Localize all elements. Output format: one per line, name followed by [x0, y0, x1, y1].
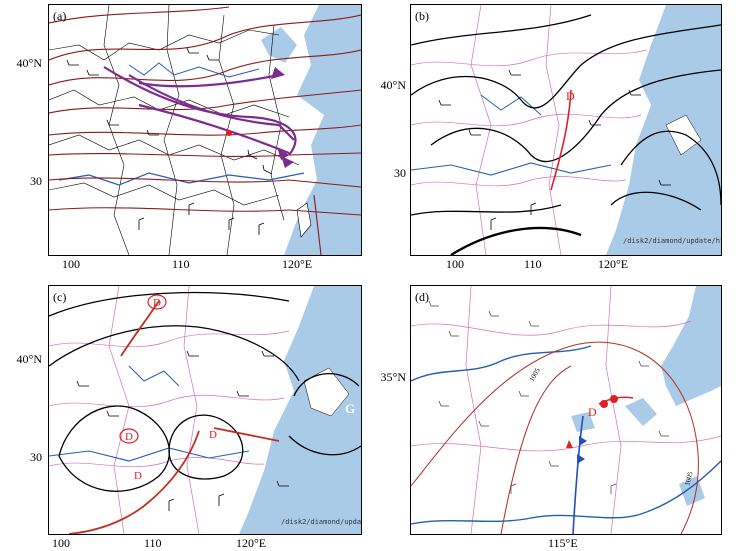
panel-b-symbol-g: G [679, 138, 689, 153]
panel-d-river-south [411, 460, 721, 525]
panel-d-cold-front-tooth-1 [579, 436, 587, 446]
panel-a-svg [49, 5, 361, 255]
panel-c-lon-110: 110 [144, 536, 162, 550]
panel-c-lon-120: 120°E [236, 536, 267, 550]
panel-d-borders [411, 286, 721, 534]
panel-a-lon-100: 100 [62, 257, 80, 271]
panel-d-svg: D 1005 1005 [411, 286, 721, 534]
panel-c-lon-100: 100 [52, 536, 70, 550]
panel-b-yellow-river [480, 94, 542, 116]
panel-a-label: (a) [53, 9, 67, 23]
panel-c-path-note: /disk2/diamond/update [281, 518, 362, 526]
panel-a-arrowhead-2 [281, 156, 294, 168]
panel-c-symbol-d-1: D [153, 297, 161, 309]
panel-a-map: (a) [48, 4, 362, 256]
panel-c-lat-30: 30 [30, 450, 42, 464]
panel-c-symbol-d-3: D [209, 429, 217, 441]
panel-d-label: (d) [415, 290, 429, 304]
panel-d-sea [661, 286, 721, 406]
panel-a-lat-30: 30 [30, 174, 42, 188]
panel-b-path-note: /disk2/diamond/update/hf [623, 237, 722, 245]
panel-a-lat-40: 40°N [16, 56, 42, 70]
panel-a-river [58, 172, 305, 186]
panel-b-lat-30: 30 [394, 166, 406, 180]
panel-c-map: D D D D G (c) /disk2/diamond/update [48, 285, 362, 535]
panel-b-svg: D G [411, 5, 721, 255]
panel-c-low-ring-1 [147, 294, 167, 310]
panel-b-symbol-d: D [566, 89, 575, 103]
panel-a-sea [284, 5, 361, 255]
panel-b-lat-40: 40°N [380, 78, 406, 92]
panel-d-warm-front-bump-2 [610, 395, 618, 403]
panel-c-low-ring-2 [119, 428, 139, 444]
panel-d-red-triangle [566, 440, 573, 448]
panel-c-label: (c) [53, 290, 67, 304]
panel-d-isobar-label-2: 1005 [683, 470, 694, 486]
panel-b-lon-120: 120°E [598, 257, 629, 271]
panel-b-trough-line [550, 89, 572, 191]
panel-c-symbol-g: G [345, 401, 355, 416]
panel-b-label: (b) [415, 9, 429, 23]
panel-d-isobar-label-1: 1005 [528, 366, 542, 383]
panel-d-cold-front-tooth-2 [577, 454, 585, 464]
panel-c-contours [49, 291, 361, 492]
panel-d-warm-front-bump-1 [600, 400, 608, 408]
panel-d-symbol-d: D [588, 405, 597, 419]
panel-c-sea [239, 286, 361, 534]
panel-c-symbol-d-4: D [134, 470, 142, 482]
panel-a-yellow-river [128, 62, 260, 78]
panel-a-borders [49, 5, 300, 255]
panel-b-river [411, 162, 612, 176]
panel-b-lon-100: 100 [446, 257, 464, 271]
panel-b-map: D G (b) /disk2/diamond/update/hf [410, 4, 722, 256]
panel-a-contours [49, 6, 361, 255]
panel-d-cold-front [572, 415, 584, 534]
panel-c-yellow-river [128, 365, 180, 387]
panel-d-isobars [411, 341, 699, 534]
panel-c-river [49, 447, 250, 462]
panel-c-symbol-d-2: D [125, 431, 133, 443]
panel-a-arrowhead-3 [271, 67, 285, 79]
panel-c-bay [303, 367, 350, 417]
panel-c-lat-40: 40°N [16, 352, 42, 366]
panel-d-lat-35: 35°N [380, 370, 406, 384]
panel-d-lon-115: 115°E [548, 536, 578, 550]
panel-b-contours [411, 14, 721, 255]
panel-a-wind-barbs [66, 47, 273, 235]
panel-b-lon-110: 110 [524, 257, 542, 271]
panel-a-trajectories [103, 66, 297, 156]
panel-a-bay [261, 27, 297, 63]
panel-c-svg: D D D D G [49, 286, 361, 534]
panel-c-borders [49, 286, 290, 534]
panel-b-borders [411, 5, 647, 255]
panel-a-lon-120: 120°E [282, 257, 313, 271]
panel-b-bay [665, 114, 702, 156]
panel-d-lake-1 [625, 398, 657, 426]
panel-d-map: D 1005 1005 (d) [410, 285, 722, 535]
panel-a-lon-110: 110 [172, 257, 190, 271]
panel-b-wind-barbs [438, 69, 671, 230]
panel-d-river-north [411, 345, 592, 382]
panel-a-red-dot [226, 130, 232, 136]
panel-c-wind-barbs [76, 350, 289, 511]
panel-a-arrowhead-1 [277, 147, 289, 160]
panel-c-troughs [68, 300, 280, 534]
panel-d-wind-barbs [428, 300, 669, 494]
panel-d-lake-2 [679, 476, 705, 506]
